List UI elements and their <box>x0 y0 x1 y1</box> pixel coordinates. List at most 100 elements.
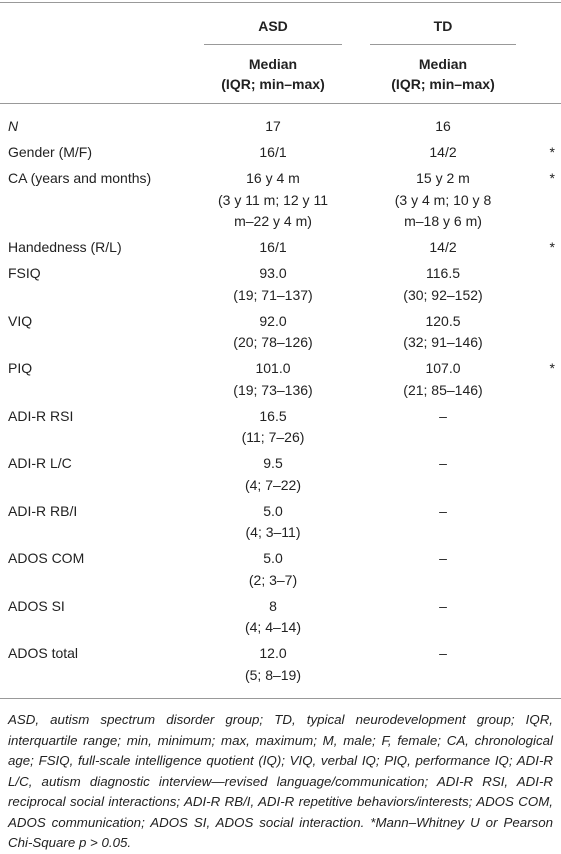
significance-mark: * <box>549 170 555 186</box>
cell-line: (20; 78–126) <box>233 334 313 350</box>
cell-line: 16/1 <box>259 144 287 160</box>
td-cell: 15 y 2 m (3 y 4 m; 10 y 8 m–18 y 6 m) <box>356 167 530 236</box>
row-label: ADOS COM <box>8 550 85 566</box>
cell-line: 12.0 <box>259 645 287 661</box>
td-cell: – <box>356 405 530 453</box>
cell-line: 93.0 <box>259 265 287 281</box>
cell-line: – <box>439 455 447 471</box>
cell-line: – <box>439 407 447 424</box>
significance-mark: * <box>549 239 555 255</box>
empty-cell <box>530 104 561 142</box>
subheader-line: Median <box>248 56 298 72</box>
cell-line: 120.5 <box>425 312 461 329</box>
asd-cell: 16/1 <box>190 141 356 167</box>
table-row: ADI-R RB/I 5.0 (4; 3–11) – <box>0 500 561 548</box>
cell-line: m–18 y 6 m) <box>404 213 482 229</box>
td-cell: 14/2 <box>356 236 530 262</box>
cell-line: 14/2 <box>429 144 457 160</box>
row-label: ADOS total <box>0 642 190 699</box>
cell-line: (3 y 4 m; 10 y 8 <box>394 191 492 208</box>
cell-line: 16 <box>435 118 451 134</box>
cell-line: 16/1 <box>259 239 287 255</box>
column-title: ASD <box>258 18 288 34</box>
td-cell: 120.5 (32; 91–146) <box>356 310 530 358</box>
cell-line: 14/2 <box>429 239 457 255</box>
asd-cell: 101.0 (19; 73–136) <box>190 357 356 405</box>
table-header: ASD TD Median (IQR; min–max) Median (IQR; … <box>0 3 561 104</box>
row-label: FSIQ <box>8 265 41 281</box>
row-label: ADI-R RB/I <box>8 502 78 519</box>
td-cell: 116.5 (30; 92–152) <box>356 262 530 310</box>
cell-line: – <box>439 550 447 566</box>
asd-cell: 93.0 (19; 71–137) <box>190 262 356 310</box>
cell-line: 8 <box>269 597 277 614</box>
cell-line: 92.0 <box>259 312 287 329</box>
cell-line: (11; 7–26) <box>241 429 305 445</box>
subheader-line: (IQR; min–max) <box>391 76 495 92</box>
subheader: Median (IQR; min–max) <box>356 45 530 104</box>
td-cell: – <box>356 500 530 548</box>
table-row: Gender (M/F) 16/1 14/2 * <box>0 141 561 167</box>
row-label: ADI-R L/C <box>8 455 72 471</box>
table-row: N 17 16 <box>0 104 561 142</box>
cell-line: (32; 91–146) <box>403 334 483 350</box>
row-label: VIQ <box>8 312 33 329</box>
cell-line: (19; 71–137) <box>233 286 313 303</box>
cell-line: (19; 73–136) <box>233 381 313 398</box>
cell-line: (30; 92–152) <box>403 286 483 303</box>
cell-line: 16 y 4 m <box>246 170 300 186</box>
table-row: ADOS total 12.0 (5; 8–19) – <box>0 642 561 699</box>
column-header: ASD <box>190 3 356 45</box>
cell-line: (4; 3–11) <box>245 524 301 540</box>
cell-line: (3 y 11 m; 12 y 11 <box>218 191 328 208</box>
td-cell: – <box>356 452 530 500</box>
empty-cell <box>530 405 561 453</box>
column-title: TD <box>433 18 453 34</box>
significance-mark: * <box>549 144 555 160</box>
cell-line: (21; 85–146) <box>403 381 483 398</box>
asd-cell: 5.0 (4; 3–11) <box>190 500 356 548</box>
empty-cell <box>530 500 561 548</box>
cell-line: 5.0 <box>263 502 283 519</box>
td-cell: – <box>356 595 530 643</box>
table-row: Handedness (R/L) 16/1 14/2 * <box>0 236 561 262</box>
table-body: N 17 16 Gender (M/F) 16/1 14/2 * CA (years and … <box>0 104 561 699</box>
cell-line: (4; 7–22) <box>244 476 302 493</box>
row-label: ADI-R RSI <box>8 407 74 424</box>
cell-line: (2; 3–7) <box>248 571 298 588</box>
table-row: ADI-R RSI 16.5 (11; 7–26) – <box>0 405 561 453</box>
asd-cell: 5.0 (2; 3–7) <box>190 547 356 595</box>
data-table: ASD TD Median (IQR; min–max) Median (IQR; … <box>0 2 561 699</box>
asd-cell: 16 y 4 m (3 y 11 m; 12 y 11 m–22 y 4 m) <box>190 167 356 236</box>
cell-line: 9.5 <box>263 455 283 471</box>
td-cell: 107.0 (21; 85–146) <box>356 357 530 405</box>
empty-cell <box>530 262 561 310</box>
asd-cell: 92.0 (20; 78–126) <box>190 310 356 358</box>
subheader-line: (IQR; min–max) <box>221 76 325 92</box>
row-label: PIQ <box>8 360 33 376</box>
cell-line: – <box>439 597 447 614</box>
td-cell: – <box>356 547 530 595</box>
table-row: CA (years and months) 16 y 4 m (3 y 11 m; … <box>0 167 561 236</box>
cell-line: 16.5 <box>259 407 287 424</box>
table-row: ADOS COM 5.0 (2; 3–7) – <box>0 547 561 595</box>
td-cell: 16 <box>356 104 530 142</box>
cell-line: 15 y 2 m <box>416 170 470 186</box>
cell-line: m–22 y 4 m) <box>234 213 312 229</box>
td-cell: 14/2 <box>356 141 530 167</box>
cell-line: (4; 4–14) <box>244 619 302 635</box>
cell-line: 107.0 <box>425 360 461 376</box>
row-label: Handedness (R/L) <box>8 239 122 255</box>
cell-line: 5.0 <box>263 550 283 566</box>
cell-line: (5; 8–19) <box>244 666 302 683</box>
empty-cell <box>530 547 561 595</box>
row-label: N <box>8 118 19 134</box>
footnote-text: ASD, autism spectrum disorder group; TD,… <box>8 712 553 830</box>
cell-line: – <box>439 502 447 519</box>
table-row: ADI-R L/C 9.5 (4; 7–22) – <box>0 452 561 500</box>
asd-cell: 8 (4; 4–14) <box>190 595 356 643</box>
asd-cell: 16.5 (11; 7–26) <box>190 405 356 453</box>
empty-cell <box>530 310 561 358</box>
table-row: PIQ 101.0 (19; 73–136) 107.0 (21; 85–146) * <box>0 357 561 405</box>
